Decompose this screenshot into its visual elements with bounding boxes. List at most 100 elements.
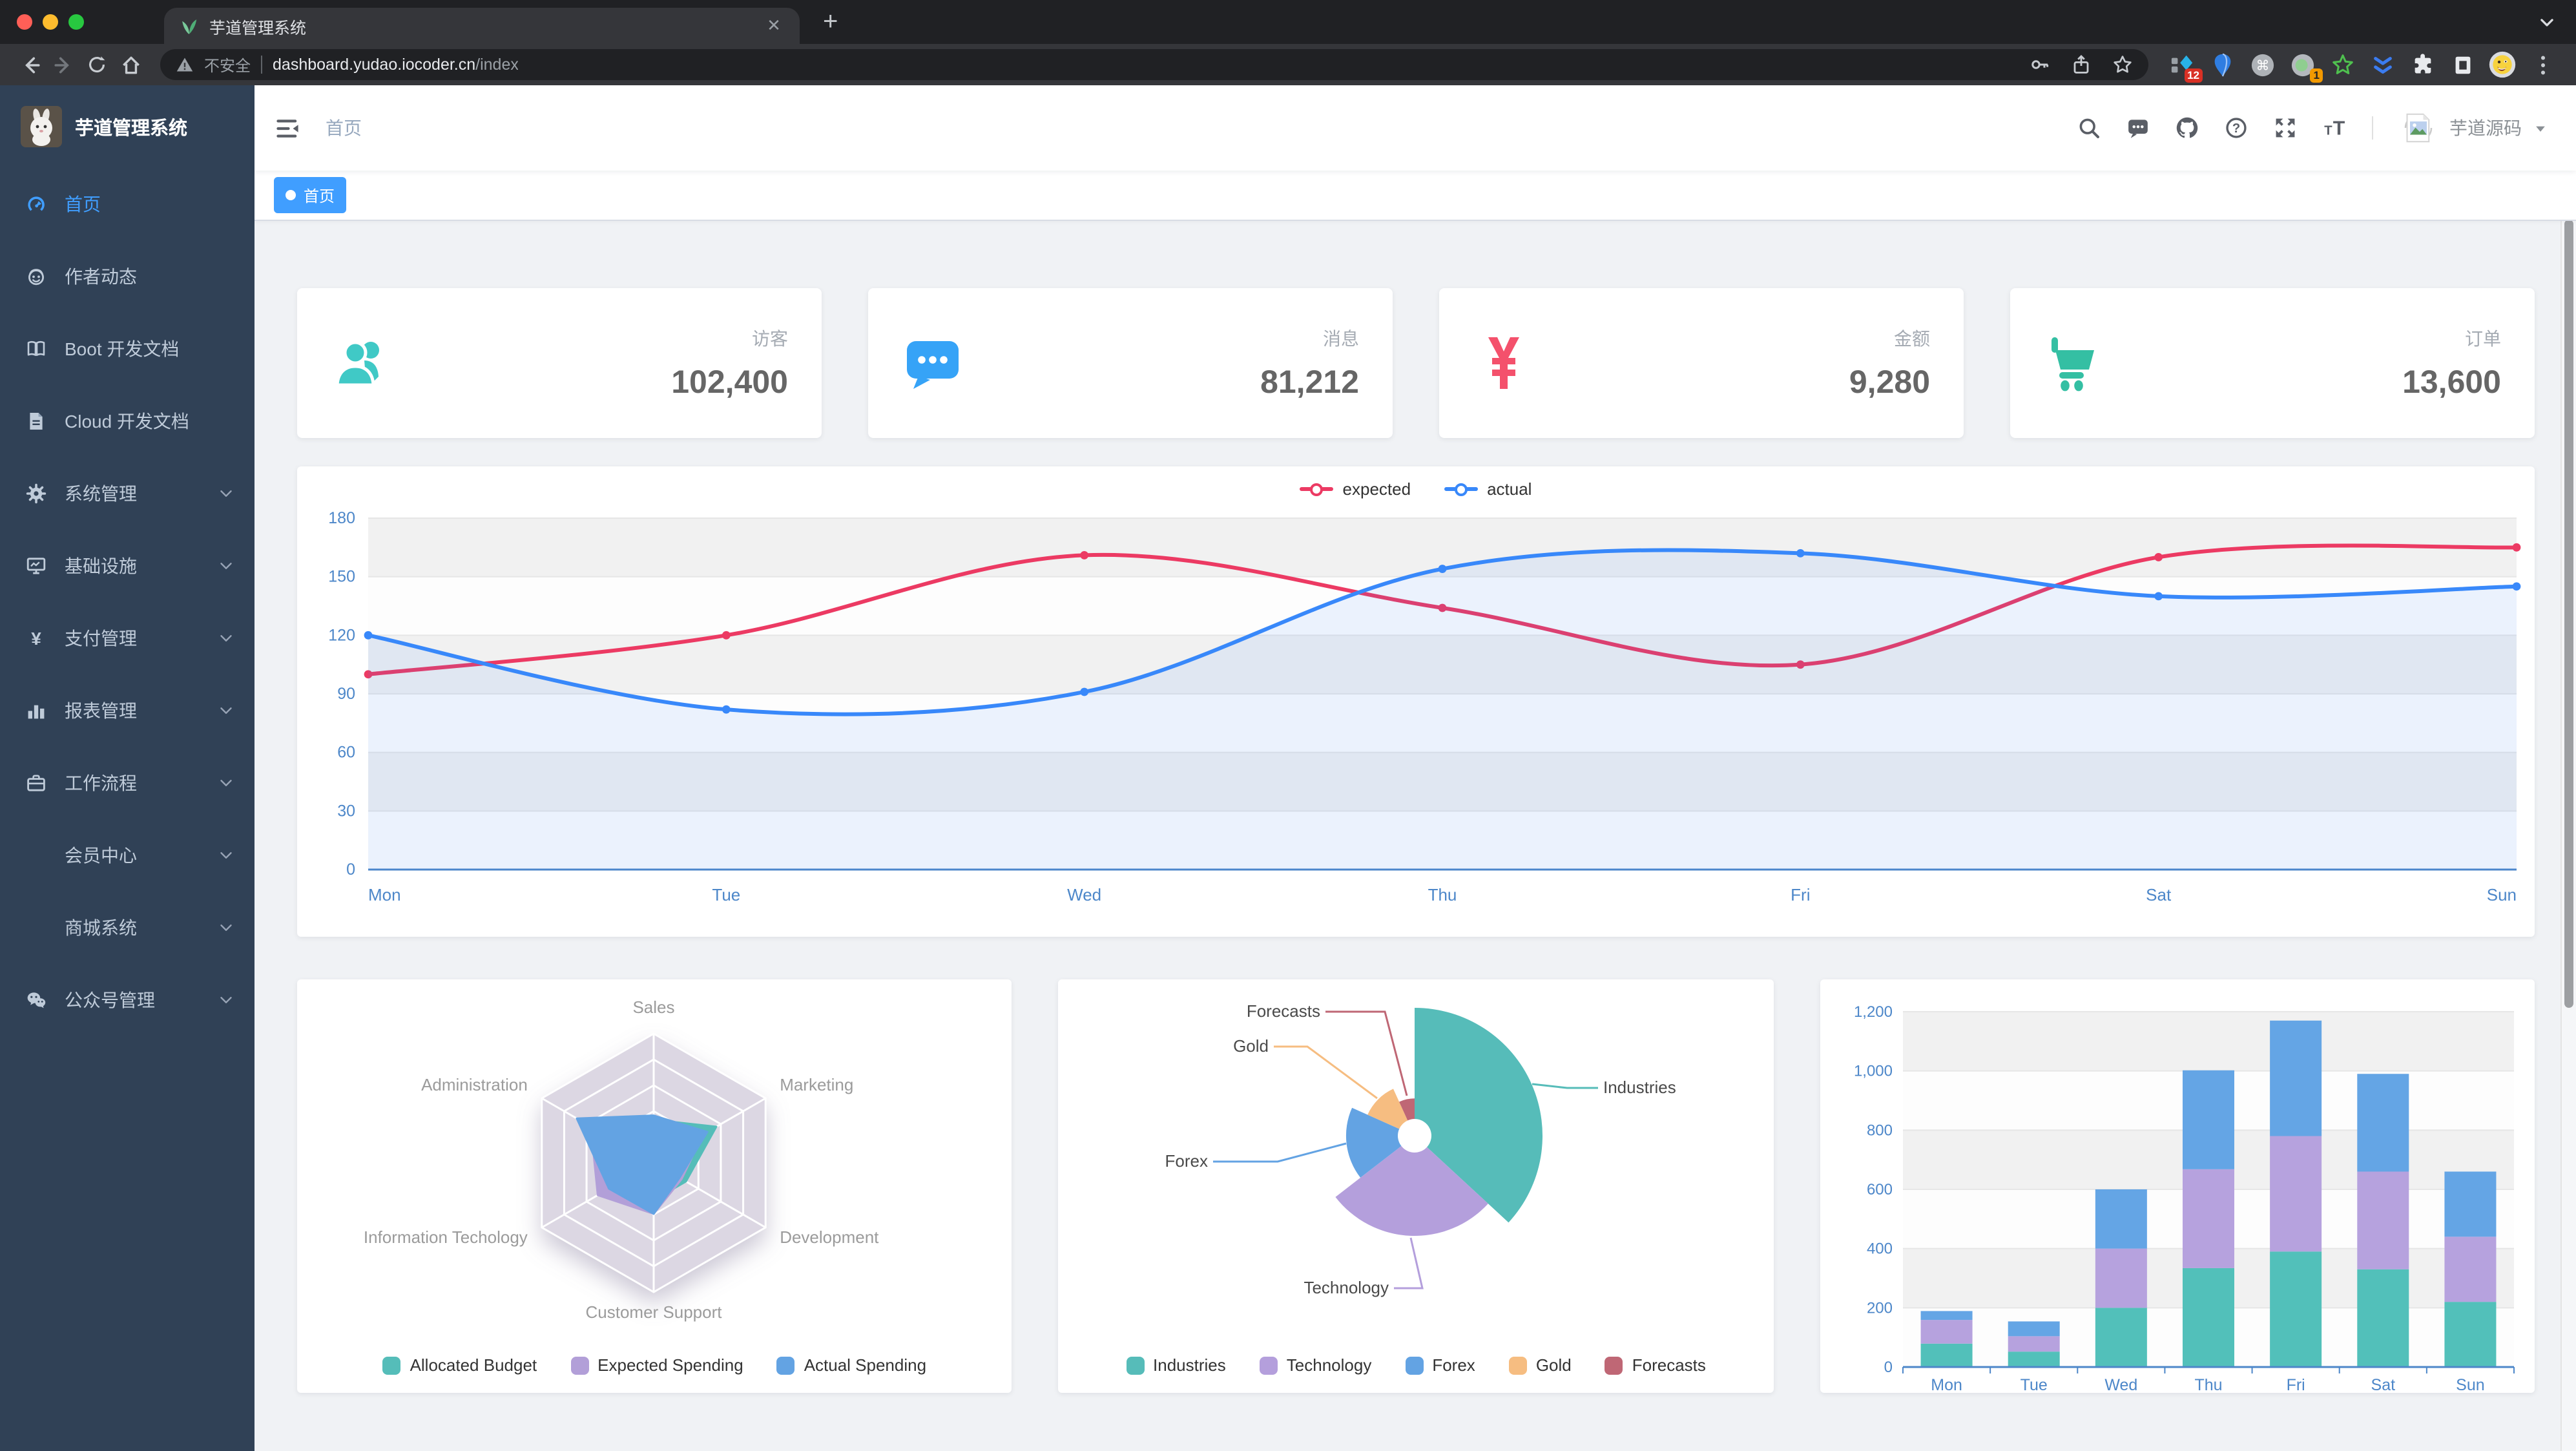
- sidebar-logo[interactable]: 芋道管理系统: [0, 85, 254, 168]
- chevron-down-icon: [218, 558, 234, 574]
- pie-chart[interactable]: Industries Technology Forex Gold Forecasts: [1059, 979, 1773, 1393]
- bookmark-star-icon[interactable]: [2112, 54, 2133, 75]
- sidebar-item-boot-docs[interactable]: Boot 开发文档: [0, 313, 254, 385]
- star-extension-icon[interactable]: [2329, 52, 2355, 78]
- close-window-button[interactable]: [17, 14, 32, 30]
- radar-chart-panel: Sales Administration Information Techology…: [297, 979, 1012, 1393]
- svg-text:Fri: Fri: [1791, 885, 1810, 904]
- svg-text:?: ?: [2232, 121, 2240, 136]
- svg-text:Fri: Fri: [2286, 1376, 2305, 1393]
- chevrons-extension-icon[interactable]: [2369, 52, 2395, 78]
- kebab-menu-icon[interactable]: [2529, 52, 2555, 78]
- command-extension-icon[interactable]: ⌘: [2249, 52, 2275, 78]
- stat-card-访客[interactable]: 访客 102,400: [297, 288, 822, 438]
- page-scrollbar[interactable]: [2560, 85, 2576, 1451]
- svg-text:Gold: Gold: [1234, 1036, 1269, 1056]
- chevron-down-icon: [218, 631, 234, 646]
- sidebar-item-label: 公众号管理: [65, 990, 155, 1010]
- sidebar-item-official-account[interactable]: 公众号管理: [0, 964, 254, 1036]
- balloon-extension-icon[interactable]: [2209, 52, 2235, 78]
- sidebar-item-member-center[interactable]: 会员中心: [0, 819, 254, 892]
- message-icon[interactable]: [2126, 116, 2150, 140]
- people-icon: [26, 266, 47, 287]
- scrollbar-thumb[interactable]: [2564, 220, 2573, 1008]
- kebab-menu-icon: [2530, 52, 2555, 77]
- yen-icon: ¥: [26, 628, 47, 649]
- bar-chart[interactable]: 0 200 400 600 800 1,000 1,200 Mon Tue Wed Thu Fri Sa…: [1820, 979, 2534, 1393]
- sidebar-item-system-management[interactable]: 系统管理: [0, 457, 254, 530]
- sidebar-item-report-management[interactable]: 报表管理: [0, 674, 254, 747]
- svg-text:¥: ¥: [31, 629, 41, 649]
- svg-text:Technology: Technology: [1304, 1278, 1389, 1297]
- tags-bar: 首页: [254, 171, 2576, 221]
- tab-title: 芋道管理系统: [209, 19, 307, 37]
- tab-search-chevron-icon[interactable]: [2539, 14, 2555, 30]
- forward-icon[interactable]: [47, 48, 80, 81]
- breadcrumb: 首页: [326, 118, 362, 138]
- stat-card-订单[interactable]: 订单 13,600: [2010, 288, 2535, 438]
- reload-icon[interactable]: [80, 48, 114, 81]
- home-icon[interactable]: [114, 48, 147, 81]
- help-icon[interactable]: ?: [2225, 116, 2248, 140]
- share-icon[interactable]: [2071, 54, 2092, 75]
- reading-list-icon[interactable]: [2449, 52, 2475, 78]
- dashboard-content: 访客 102,400 消息 81,212 金额 9,280 订单 13,600 0 30 60 90…: [254, 221, 2576, 1451]
- svg-text:600: 600: [1866, 1181, 1892, 1198]
- tab-favicon-leaf-icon: [180, 16, 199, 36]
- stat-card-消息[interactable]: 消息 81,212: [868, 288, 1393, 438]
- address-bar[interactable]: 不安全 dashboard.yudao.iocoder.cn/index: [160, 49, 2148, 80]
- search-icon[interactable]: [2077, 116, 2101, 140]
- star-extension-icon: [2330, 52, 2354, 77]
- user-menu[interactable]: 芋道源码: [2399, 109, 2548, 147]
- puzzle-icon: [2410, 52, 2435, 77]
- minimize-window-button[interactable]: [43, 14, 58, 30]
- sidebar-item-infrastructure[interactable]: 基础设施: [0, 530, 254, 602]
- sidebar-item-mall-system[interactable]: 商城系统: [0, 892, 254, 964]
- maximize-window-button[interactable]: [68, 14, 84, 30]
- chat-bubble-icon: [902, 332, 964, 394]
- browser-toolbar: 不安全 dashboard.yudao.iocoder.cn/index 12 ⌘…: [0, 44, 2576, 85]
- record-extension-icon[interactable]: 1: [2289, 52, 2323, 83]
- github-icon[interactable]: [2176, 116, 2199, 140]
- puzzle-icon[interactable]: [2409, 52, 2435, 78]
- sidebar-item-home[interactable]: 首页: [0, 168, 254, 240]
- sidebar-item-workflow[interactable]: 工作流程: [0, 747, 254, 819]
- svg-text:Sun: Sun: [2455, 1376, 2484, 1393]
- svg-text:Mon: Mon: [1931, 1376, 1962, 1393]
- app-window: 芋道管理系统 首页作者动态 Boot 开发文档 Cloud 开发文档 系统管理基础设施…: [0, 85, 2576, 1451]
- back-icon[interactable]: [13, 48, 47, 81]
- sidebar-item-label: 作者动态: [65, 266, 137, 287]
- sidebar-item-author-news[interactable]: 作者动态: [0, 240, 254, 313]
- svg-text:T: T: [2324, 123, 2332, 138]
- svg-text:Sun: Sun: [2487, 885, 2517, 904]
- sidebar-item-payment-management[interactable]: ¥ 支付管理: [0, 602, 254, 674]
- svg-text:Industries: Industries: [1604, 1078, 1677, 1097]
- diamond-extension-icon[interactable]: 12: [2169, 52, 2203, 83]
- new-tab-button[interactable]: +: [823, 7, 838, 36]
- sidebar-item-label: 工作流程: [65, 773, 137, 793]
- sidebar: 芋道管理系统 首页作者动态 Boot 开发文档 Cloud 开发文档 系统管理基础设施…: [0, 85, 254, 1451]
- security-label[interactable]: 不安全: [204, 56, 251, 74]
- sidebar-item-label: 基础设施: [65, 556, 137, 576]
- yen-card-icon: [1473, 332, 1535, 394]
- sidebar-item-label: 商城系统: [65, 917, 137, 938]
- chevron-down-icon: [218, 703, 234, 718]
- stat-card-金额[interactable]: 金额 9,280: [1439, 288, 1964, 438]
- svg-text:T: T: [2333, 118, 2345, 139]
- hamburger-icon[interactable]: [275, 116, 300, 140]
- sidebar-item-cloud-docs[interactable]: Cloud 开发文档: [0, 385, 254, 457]
- browser-tab[interactable]: 芋道管理系统 ✕: [164, 8, 800, 44]
- tag-首页[interactable]: 首页: [274, 177, 347, 213]
- wechat-icon: [26, 990, 47, 1010]
- bottom-charts-row: Sales Administration Information Techology…: [297, 979, 2535, 1393]
- key-icon[interactable]: [2030, 54, 2050, 75]
- profile-avatar-icon[interactable]: [2489, 51, 2516, 78]
- line-chart[interactable]: 0 30 60 90 120 150 180 Mon Tue Wed Thu Fri Sat Sun: [297, 466, 2535, 937]
- svg-text:Thu: Thu: [1428, 885, 1457, 904]
- svg-text:Sales: Sales: [632, 997, 674, 1017]
- fullscreen-icon[interactable]: [2274, 116, 2297, 140]
- browser-tab-strip: 芋道管理系统 ✕ +: [0, 0, 2576, 44]
- radar-chart[interactable]: Sales Administration Information Techology…: [297, 979, 1012, 1393]
- tab-close-icon[interactable]: ✕: [767, 16, 781, 35]
